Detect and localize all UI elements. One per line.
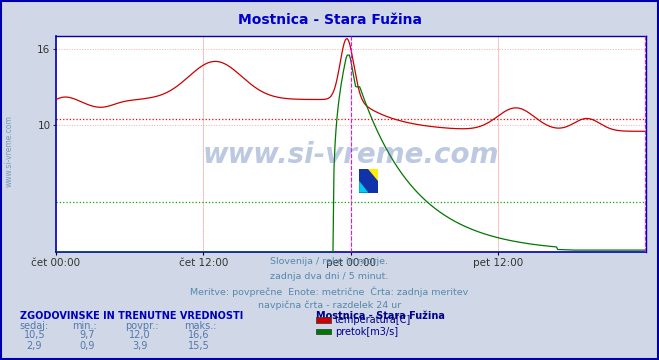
Text: zadnja dva dni / 5 minut.: zadnja dva dni / 5 minut. bbox=[270, 272, 389, 281]
Text: 12,0: 12,0 bbox=[129, 330, 150, 340]
Text: temperatura[C]: temperatura[C] bbox=[335, 315, 411, 325]
Text: navpična črta - razdelek 24 ur: navpična črta - razdelek 24 ur bbox=[258, 301, 401, 310]
Polygon shape bbox=[359, 181, 368, 193]
Text: www.si-vreme.com: www.si-vreme.com bbox=[5, 115, 14, 187]
Text: Mostnica - Stara Fužina: Mostnica - Stara Fužina bbox=[316, 311, 445, 321]
Text: 10,5: 10,5 bbox=[24, 330, 45, 340]
Text: 9,7: 9,7 bbox=[79, 330, 95, 340]
Text: Mostnica - Stara Fužina: Mostnica - Stara Fužina bbox=[237, 13, 422, 27]
Text: 15,5: 15,5 bbox=[188, 341, 210, 351]
Text: www.si-vreme.com: www.si-vreme.com bbox=[203, 141, 499, 169]
Text: maks.:: maks.: bbox=[185, 321, 217, 332]
Text: povpr.:: povpr.: bbox=[125, 321, 159, 332]
Text: ZGODOVINSKE IN TRENUTNE VREDNOSTI: ZGODOVINSKE IN TRENUTNE VREDNOSTI bbox=[20, 311, 243, 321]
Text: min.:: min.: bbox=[72, 321, 98, 332]
Text: 0,9: 0,9 bbox=[79, 341, 95, 351]
Text: sedaj:: sedaj: bbox=[20, 321, 49, 332]
Text: 3,9: 3,9 bbox=[132, 341, 148, 351]
Text: Slovenija / reke in morje.: Slovenija / reke in morje. bbox=[270, 257, 389, 266]
Polygon shape bbox=[368, 169, 378, 181]
Text: 16,6: 16,6 bbox=[188, 330, 210, 340]
Text: 2,9: 2,9 bbox=[26, 341, 42, 351]
Text: pretok[m3/s]: pretok[m3/s] bbox=[335, 327, 398, 337]
Text: Meritve: povprečne  Enote: metrične  Črta: zadnja meritev: Meritve: povprečne Enote: metrične Črta:… bbox=[190, 286, 469, 297]
